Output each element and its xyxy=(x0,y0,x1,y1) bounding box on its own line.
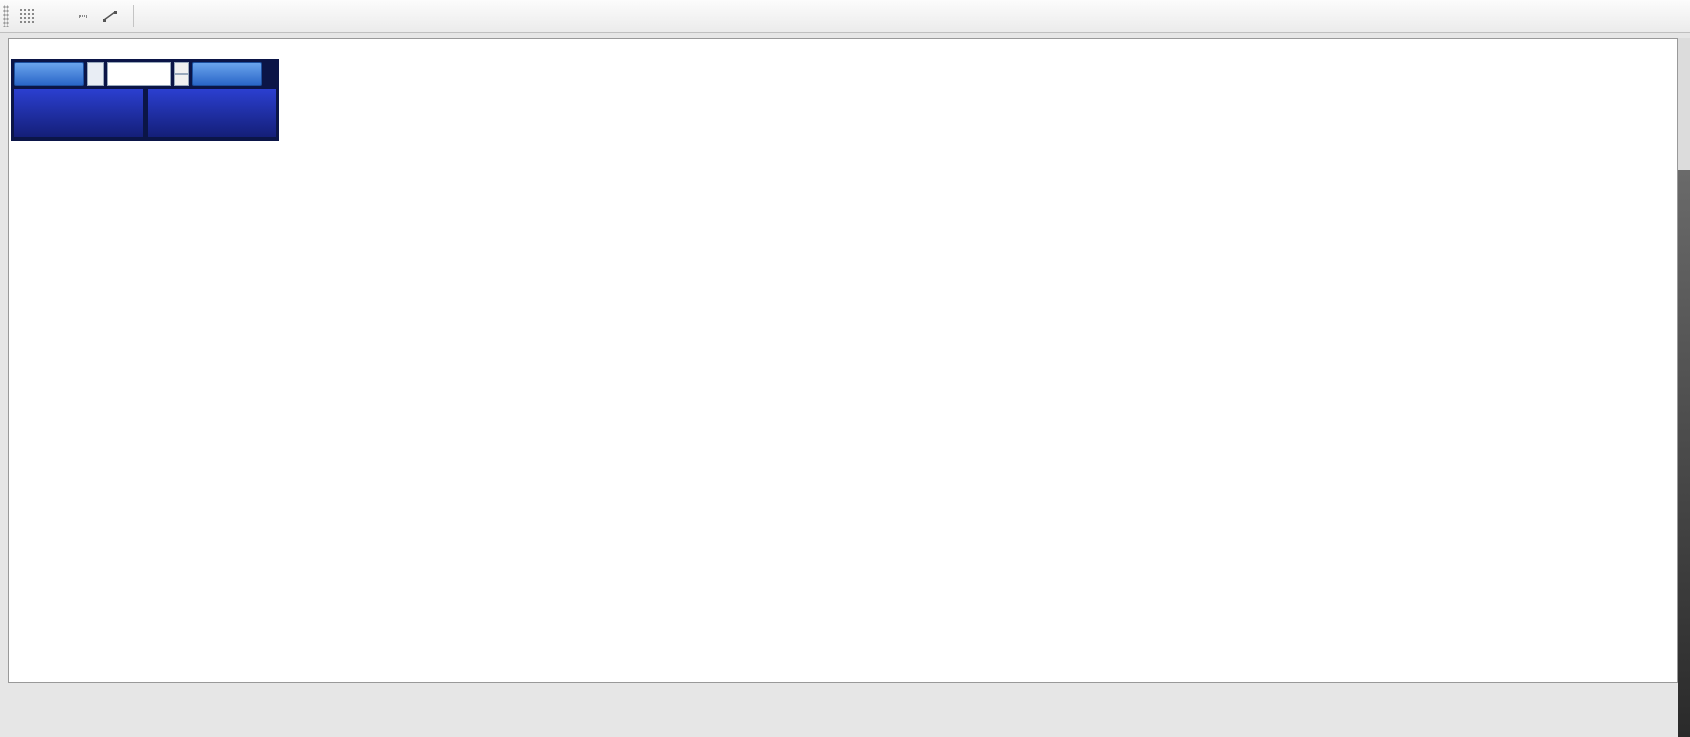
grid-dots-icon xyxy=(19,8,35,24)
text-label-glyph xyxy=(79,15,87,17)
lot-dropdown-button[interactable] xyxy=(87,62,104,86)
sell-price-display[interactable] xyxy=(14,89,143,137)
macd-indicator-label xyxy=(15,489,33,501)
sell-button[interactable] xyxy=(14,62,84,86)
pattern-grid-icon[interactable] xyxy=(14,4,40,28)
trade-prices-row xyxy=(14,89,276,137)
scrollbar-thumb[interactable] xyxy=(1678,170,1690,737)
toolbar-drag-handle[interactable] xyxy=(3,5,9,27)
text-label-icon[interactable] xyxy=(70,4,96,28)
window-scrollbar[interactable] xyxy=(1678,38,1690,737)
toolbar xyxy=(0,0,1690,33)
lot-stepper xyxy=(174,62,189,86)
toolbar-separator xyxy=(133,5,134,27)
trade-controls-row xyxy=(14,62,276,86)
insert-text-icon[interactable] xyxy=(42,4,68,28)
buy-button[interactable] xyxy=(192,62,262,86)
rsi-indicator-label xyxy=(15,550,27,562)
chart-window xyxy=(8,38,1678,683)
lot-increase-button[interactable] xyxy=(174,62,189,74)
buy-price-display[interactable] xyxy=(147,89,276,137)
lot-decrease-button[interactable] xyxy=(174,74,189,86)
trendline-icon xyxy=(103,11,117,22)
one-click-trading-panel xyxy=(11,59,279,141)
lot-size-input[interactable] xyxy=(107,62,171,86)
draw-tool-icon[interactable] xyxy=(98,4,124,28)
